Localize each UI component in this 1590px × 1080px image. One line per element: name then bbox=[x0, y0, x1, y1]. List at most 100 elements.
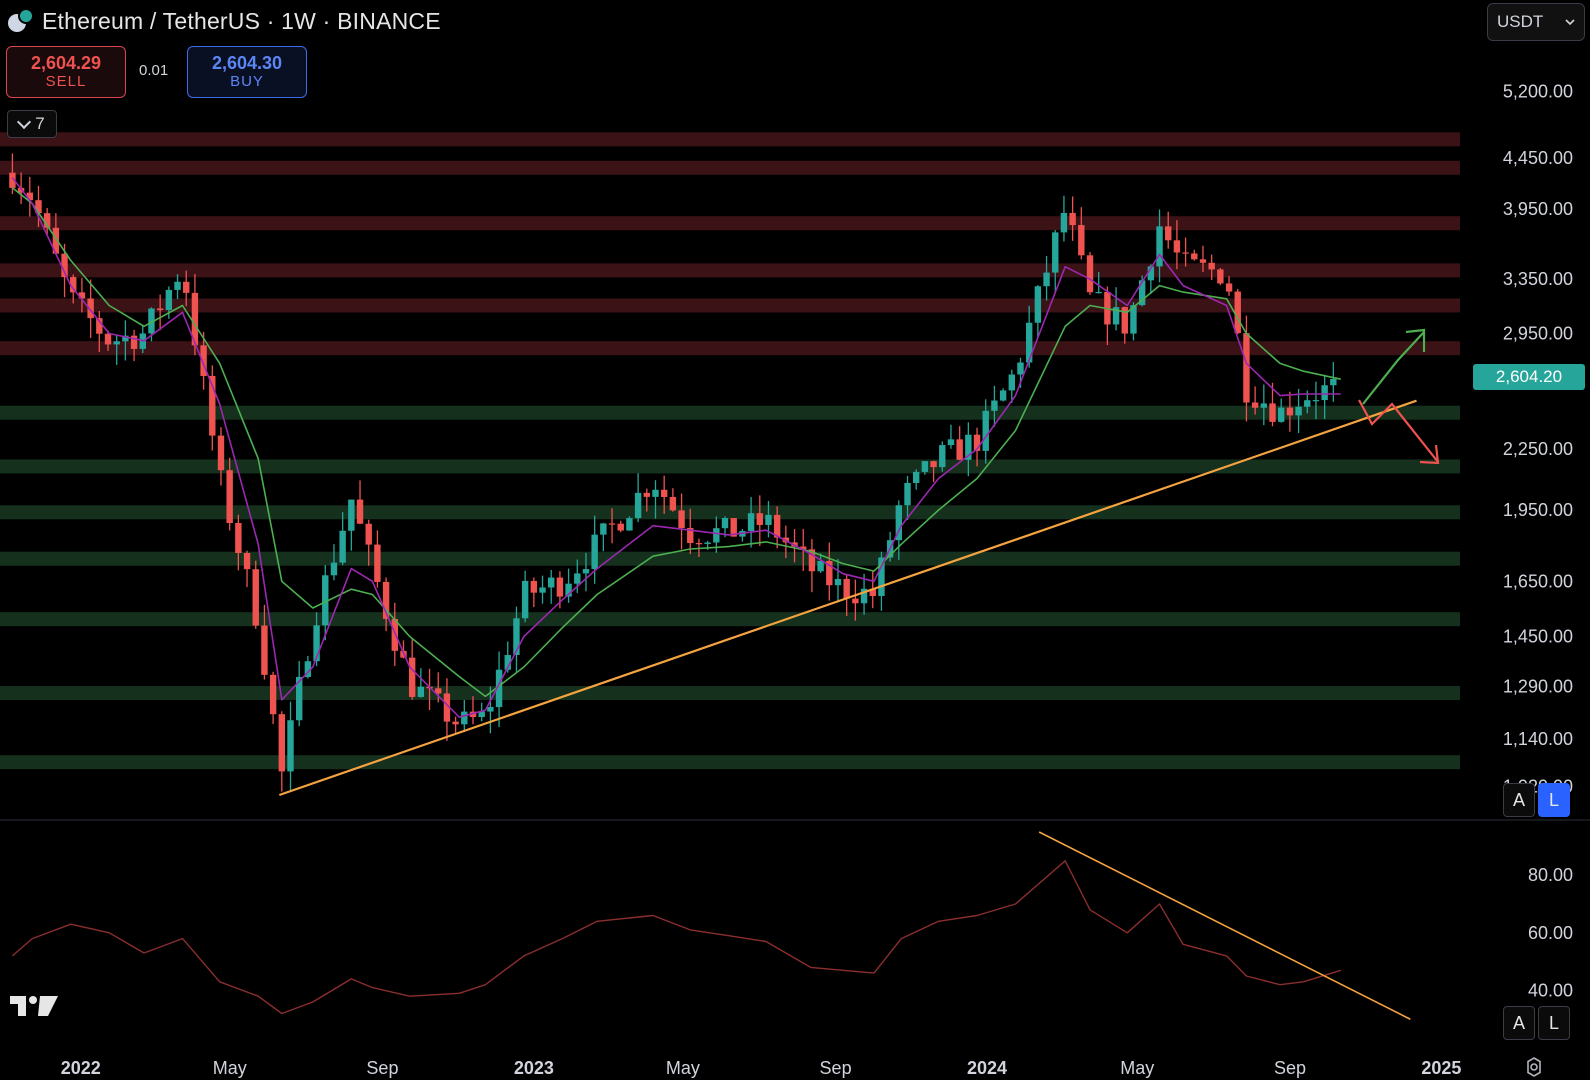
support-zone bbox=[0, 612, 1460, 627]
candle-up bbox=[148, 308, 155, 334]
price-tick-label: 1,950.00 bbox=[1503, 500, 1573, 520]
support-zone bbox=[0, 551, 1460, 566]
candle-down bbox=[869, 588, 876, 596]
candle-up bbox=[1260, 403, 1268, 408]
candle-down bbox=[87, 298, 94, 319]
candle-up bbox=[1043, 272, 1050, 287]
candle-up bbox=[965, 434, 972, 460]
candle-down bbox=[269, 674, 277, 715]
candle-up bbox=[165, 289, 173, 311]
spread-value: 0.01 bbox=[139, 62, 169, 79]
candle-up bbox=[713, 528, 720, 543]
candle-down bbox=[70, 277, 77, 293]
sell-button[interactable]: 2,604.29 SELL bbox=[6, 46, 126, 98]
candle-up bbox=[878, 557, 885, 596]
sell-price: 2,604.29 bbox=[30, 53, 102, 73]
candle-up bbox=[1330, 379, 1337, 386]
price-tick-label: 1,450.00 bbox=[1503, 626, 1573, 646]
candle-up bbox=[513, 618, 520, 656]
candle-down bbox=[391, 618, 398, 651]
candle-up bbox=[348, 499, 355, 531]
candle-down bbox=[1173, 240, 1181, 253]
candle-down bbox=[1121, 307, 1128, 334]
candle-up bbox=[313, 625, 320, 662]
time-axis-label: Sep bbox=[820, 1058, 852, 1078]
candle-down bbox=[660, 489, 668, 498]
candle-up bbox=[1147, 266, 1155, 281]
candle-up bbox=[652, 489, 659, 497]
chevron-down-icon bbox=[1565, 19, 1575, 26]
ema-slow-line bbox=[11, 187, 1341, 698]
symbol-title[interactable]: Ethereum / TetherUS · 1W · BINANCE bbox=[8, 6, 441, 36]
candle-up bbox=[339, 530, 346, 563]
indicators-toggle[interactable]: 7 bbox=[7, 110, 57, 138]
candle-down bbox=[9, 172, 16, 188]
rsi-auto-scale-button[interactable]: A bbox=[1503, 1006, 1535, 1040]
candle-up bbox=[295, 676, 303, 721]
candle-down bbox=[756, 513, 763, 525]
candle-up bbox=[478, 711, 485, 718]
candle-down bbox=[973, 434, 981, 451]
candle-down bbox=[643, 492, 651, 497]
candle-up bbox=[539, 587, 546, 593]
candle-up bbox=[1156, 226, 1163, 267]
candle-down bbox=[1069, 212, 1076, 226]
price-tick-label: 1,290.00 bbox=[1503, 676, 1573, 696]
candle-up bbox=[1017, 362, 1024, 375]
time-axis-label: 2022 bbox=[61, 1058, 101, 1078]
candle-up bbox=[895, 505, 903, 541]
candle-down bbox=[235, 523, 242, 554]
candle-down bbox=[408, 657, 416, 697]
auto-scale-button[interactable]: A bbox=[1503, 783, 1535, 817]
buy-button[interactable]: 2,604.30 BUY bbox=[187, 46, 307, 98]
candle-down bbox=[130, 335, 138, 349]
time-axis-label: 2024 bbox=[967, 1058, 1007, 1078]
currency-value: USDT bbox=[1497, 12, 1544, 31]
resistance-zone bbox=[0, 263, 1460, 278]
time-axis-label: May bbox=[666, 1058, 700, 1078]
resistance-zone bbox=[0, 341, 1460, 356]
sell-label: SELL bbox=[45, 73, 87, 90]
support-zone bbox=[0, 686, 1460, 701]
candle-up bbox=[504, 655, 511, 670]
candle-up bbox=[1025, 322, 1033, 363]
candle-down bbox=[730, 518, 737, 537]
candle-up bbox=[634, 492, 642, 519]
candle-down bbox=[808, 549, 816, 572]
candle-down bbox=[78, 292, 86, 299]
candle-down bbox=[382, 581, 390, 619]
candle-down bbox=[556, 577, 564, 597]
candle-down bbox=[695, 543, 703, 545]
candle-up bbox=[1304, 400, 1311, 407]
resistance-zone bbox=[0, 132, 1460, 147]
currency-select[interactable]: USDT bbox=[1487, 3, 1585, 41]
candle-down bbox=[52, 227, 60, 254]
price-tick-label: 1,140.00 bbox=[1503, 729, 1573, 749]
candle-up bbox=[1295, 406, 1302, 416]
candle-up bbox=[1095, 291, 1102, 294]
candle-up bbox=[921, 461, 929, 472]
candle-down bbox=[104, 333, 112, 345]
candle-up bbox=[1008, 374, 1015, 391]
candle-up bbox=[991, 400, 998, 411]
rsi-log-scale-button[interactable]: L bbox=[1538, 1006, 1570, 1040]
candle-down bbox=[1234, 291, 1241, 334]
candle-up bbox=[1112, 307, 1120, 325]
candle-up bbox=[591, 534, 598, 570]
candle-down bbox=[930, 461, 937, 468]
settings-icon[interactable] bbox=[1523, 1056, 1545, 1078]
log-scale-button[interactable]: L bbox=[1538, 783, 1570, 817]
bullish-scenario-arrow bbox=[1362, 331, 1425, 405]
candle-up bbox=[521, 580, 529, 619]
support-zone bbox=[0, 459, 1460, 474]
chevron-down-icon bbox=[17, 114, 32, 129]
candle-up bbox=[982, 410, 989, 451]
candle-up bbox=[939, 445, 946, 468]
candle-down bbox=[1217, 269, 1224, 284]
candle-up bbox=[487, 707, 494, 712]
support-trendline bbox=[278, 399, 1417, 797]
candle-down bbox=[200, 345, 207, 376]
rsi-tick-label: 80.00 bbox=[1528, 865, 1573, 885]
indicators-count: 7 bbox=[35, 114, 45, 133]
